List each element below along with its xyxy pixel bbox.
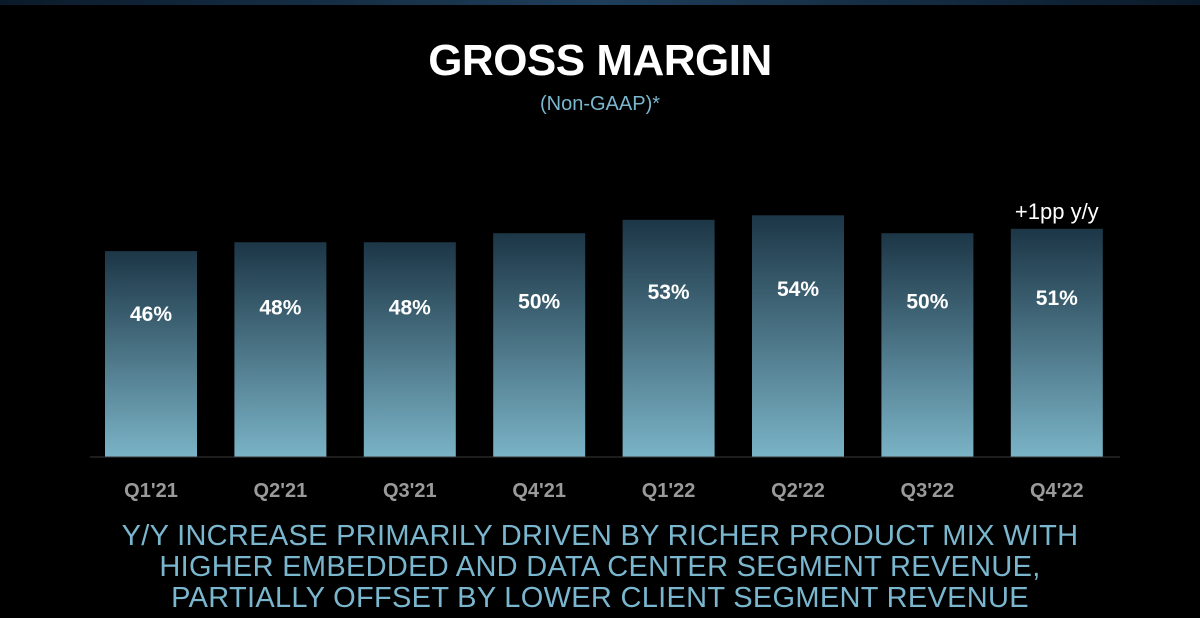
bar-value-label: 46%: [130, 303, 172, 326]
bar-value-label: 48%: [389, 297, 431, 320]
bar-q421: [493, 233, 586, 457]
footnote-line: HIGHER EMBEDDED AND DATA CENTER SEGMENT …: [159, 551, 1041, 583]
x-tick-label: Q2'22: [771, 480, 825, 502]
footnote: Y/Y INCREASE PRIMARILY DRIVEN BY RICHER …: [0, 521, 1200, 614]
bar-q322: [881, 233, 974, 457]
bar-q122: [622, 219, 715, 457]
yoy-annotation: +1pp y/y: [1015, 199, 1099, 224]
x-tick-label: Q3'21: [383, 480, 437, 502]
chart-subtitle: (Non-GAAP)*: [539, 93, 661, 115]
chart-title: GROSS MARGIN: [428, 36, 772, 85]
bar-value-label: 53%: [648, 281, 690, 304]
x-tick-label: Q4'21: [512, 480, 566, 502]
x-tick-label: Q4'22: [1030, 480, 1084, 502]
bar-value-label: 50%: [518, 290, 560, 313]
x-tick-label: Q3'22: [901, 480, 955, 502]
x-tick-label: Q1'22: [642, 480, 696, 502]
footnote-line: PARTIALLY OFFSET BY LOWER CLIENT SEGMENT…: [171, 582, 1029, 614]
top-rule: [0, 0, 1200, 5]
bar-value-label: 50%: [906, 290, 948, 313]
bar-value-label: 51%: [1036, 287, 1078, 310]
bar-value-label: 54%: [777, 278, 819, 301]
bar-value-label: 48%: [259, 297, 301, 320]
bar-q222: [752, 215, 844, 457]
footnote-line: Y/Y INCREASE PRIMARILY DRIVEN BY RICHER …: [121, 520, 1079, 552]
x-tick-label: Q2'21: [254, 480, 308, 502]
x-tick-label: Q1'21: [124, 480, 178, 502]
bar-q422: [1010, 228, 1103, 457]
bar-q121: [105, 251, 197, 457]
bar-q321: [363, 242, 456, 457]
bar-q221: [234, 242, 327, 457]
